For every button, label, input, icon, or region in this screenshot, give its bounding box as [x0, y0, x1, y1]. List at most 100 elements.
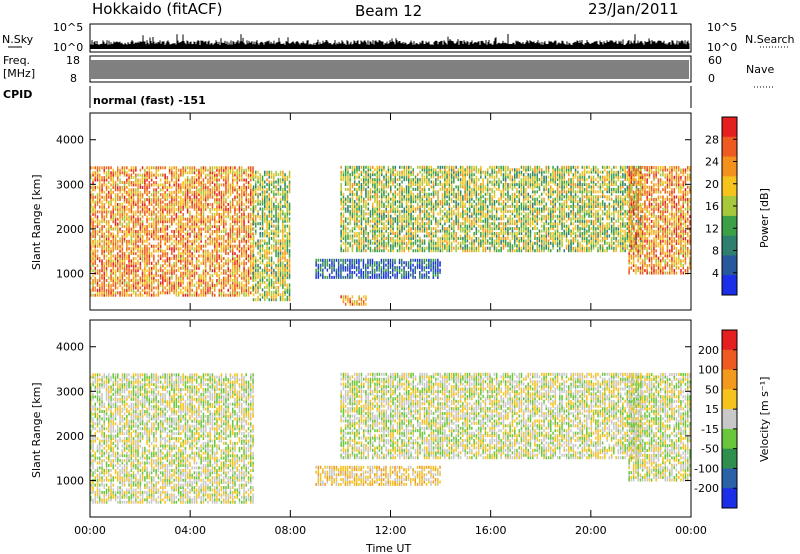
range-gate-cell: [90, 166, 92, 170]
range-gate-cell: [288, 249, 291, 253]
range-gate-cell: [229, 291, 232, 295]
range-gate-cell: [103, 254, 105, 258]
range-gate-cell: [135, 203, 137, 206]
range-gate-cell: [101, 249, 103, 253]
range-gate-cell: [114, 183, 117, 187]
range-gate-cell: [282, 290, 284, 294]
range-gate-cell: [175, 227, 178, 231]
range-gate-cell: [342, 275, 344, 279]
range-gate-cell: [139, 264, 142, 268]
range-gate-cell: [123, 183, 126, 187]
range-gate-cell: [96, 173, 99, 177]
range-gate-cell: [200, 181, 202, 184]
range-gate-cell: [153, 281, 155, 285]
range-gate-cell: [101, 166, 103, 170]
range-gate-cell: [103, 291, 105, 295]
range-gate-cell: [273, 281, 275, 284]
range-gate-cell: [96, 283, 99, 287]
range-gate-cell: [132, 247, 135, 251]
range-gate-cell: [110, 225, 112, 229]
range-gate-cell: [105, 271, 108, 275]
range-gate-cell: [94, 234, 96, 238]
range-gate-cell: [105, 227, 108, 231]
range-gate-cell: [139, 291, 142, 295]
range-gate-cell: [132, 283, 135, 287]
range-gate-cell: [99, 220, 101, 224]
range-gate-cell: [247, 225, 250, 229]
range-gate-cell: [101, 293, 103, 297]
range-gate-cell: [144, 183, 146, 187]
range-gate-cell: [159, 212, 162, 216]
range-gate-cell: [117, 252, 119, 256]
range-gate-cell: [101, 244, 103, 248]
range-gate-cell: [266, 261, 268, 265]
range-gate-cell: [288, 202, 291, 206]
range-gate-cell: [277, 212, 280, 216]
range-gate-cell: [266, 170, 268, 174]
range-gate-cell: [144, 198, 146, 202]
range-gate-cell: [153, 207, 155, 211]
range-gate-cell: [121, 276, 124, 280]
range-gate-cell: [148, 176, 151, 180]
range-gate-cell: [236, 227, 238, 231]
range-gate-cell: [123, 291, 126, 295]
range-gate-cell: [159, 200, 162, 204]
range-gate-cell: [164, 207, 166, 211]
range-gate-cell: [252, 219, 255, 223]
range-gate-cell: [137, 232, 139, 236]
range-gate-cell: [108, 293, 110, 297]
range-gate-cell: [155, 264, 157, 268]
range-gate-cell: [123, 264, 126, 268]
range-gate-cell: [218, 178, 220, 182]
range-gate-cell: [112, 171, 114, 175]
range-gate-cell: [110, 166, 112, 170]
range-gate-cell: [101, 185, 103, 189]
range-gate-cell: [110, 293, 112, 297]
range-gate-cell: [257, 281, 259, 284]
range-gate-cell: [99, 271, 101, 275]
range-gate-cell: [99, 269, 101, 273]
range-gate-cell: [155, 269, 157, 273]
range-gate-cell: [119, 188, 121, 192]
range-gate-cell: [144, 264, 146, 268]
range-gate-cell: [101, 220, 103, 224]
range-gate-cell: [173, 281, 175, 285]
range-gate-cell: [166, 271, 169, 275]
range-gate-cell: [146, 220, 148, 224]
range-gate-cell: [166, 188, 169, 192]
range-gate-cell: [428, 258, 430, 262]
range-gate-cell: [144, 271, 146, 275]
range-gate-cell: [119, 257, 121, 260]
range-gate-cell: [99, 259, 101, 263]
range-gate-cell: [264, 212, 266, 216]
range-gate-cell: [105, 279, 108, 282]
range-gate-cell: [146, 281, 148, 285]
range-gate-cell: [162, 291, 164, 295]
range-gate-cell: [130, 207, 133, 211]
range-gate-cell: [159, 220, 162, 224]
range-gate-cell: [238, 166, 241, 170]
range-gate-cell: [407, 261, 410, 265]
range-gate-cell: [126, 173, 128, 177]
range-gate-cell: [103, 217, 105, 221]
range-gate-cell: [108, 286, 110, 290]
range-gate-cell: [121, 261, 124, 265]
range-gate-cell: [108, 230, 110, 233]
range-gate-cell: [105, 234, 108, 238]
range-gate-cell: [148, 269, 151, 273]
range-gate-cell: [193, 254, 196, 258]
range-gate-cell: [157, 198, 160, 202]
range-gate-cell: [259, 192, 261, 196]
range-gate-cell: [245, 205, 247, 209]
range-gate-cell: [128, 293, 130, 297]
range-gate-cell: [279, 293, 282, 297]
range-gate-cell: [153, 225, 155, 229]
range-gate-cell: [162, 222, 164, 226]
range-gate-cell: [247, 212, 250, 216]
range-gate-cell: [150, 217, 153, 221]
range-gate-cell: [96, 215, 99, 219]
range-gate-cell: [159, 230, 162, 233]
range-gate-cell: [150, 183, 153, 187]
range-gate-cell: [270, 290, 273, 294]
range-gate-cell: [112, 269, 114, 273]
